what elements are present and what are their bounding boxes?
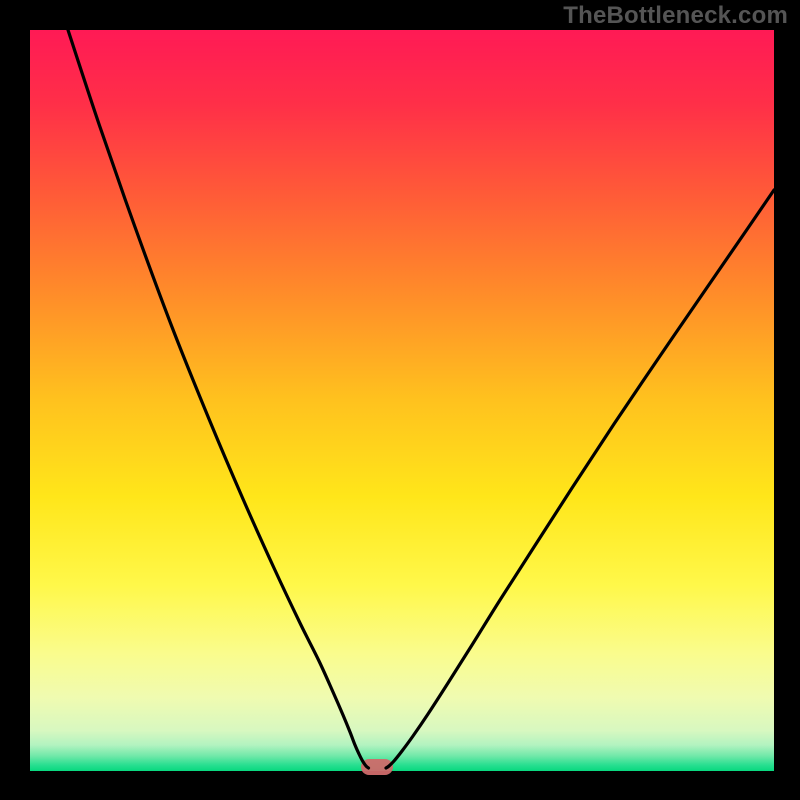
chart-plot-area — [30, 30, 774, 771]
chart-frame: TheBottleneck.com — [0, 0, 800, 800]
minimum-marker — [361, 759, 393, 775]
watermark-text: TheBottleneck.com — [563, 2, 788, 30]
